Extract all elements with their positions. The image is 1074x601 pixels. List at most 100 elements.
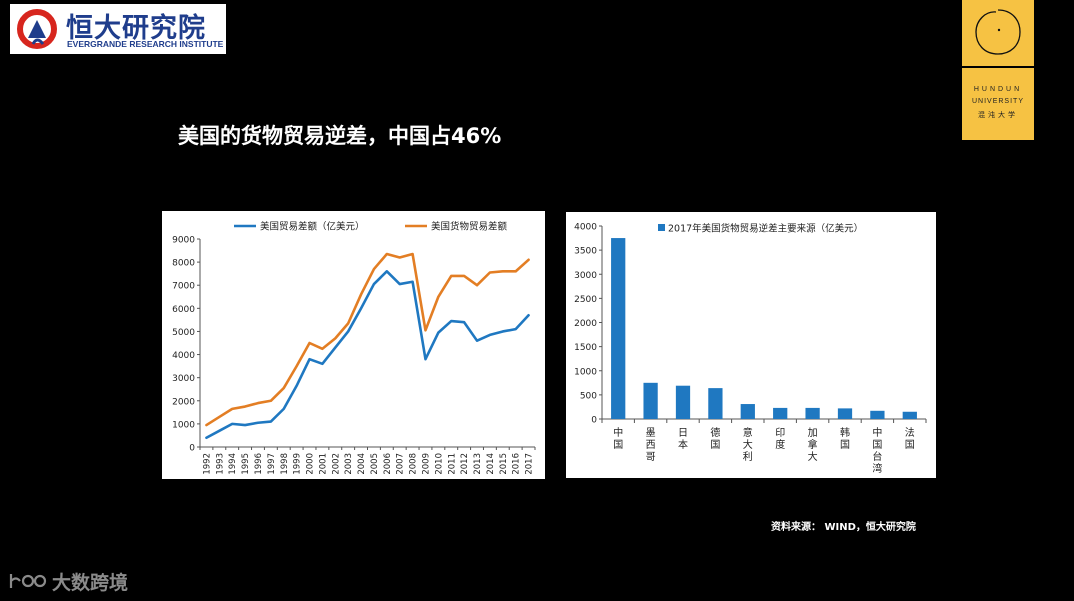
x-tick-label-char: 湾 [872,462,882,475]
hundun-divider [962,66,1034,68]
bar-7 [805,407,820,419]
logo-name-en: EVERGRANDE RESEARCH INSTITUTE [67,39,224,49]
x-tick-label: 日本 [678,428,688,451]
bar-5 [740,404,755,419]
y-tick-label: 2000 [574,319,597,329]
logo-name-cn: 恒大研究院 [66,13,206,44]
x-tick-label: 中国台湾 [872,426,882,475]
bar-6 [773,407,788,419]
hundun-line2: UNIVERSITY [971,98,1024,105]
y-tick-label: 9000 [172,236,195,246]
x-tick-label: 加拿大 [808,427,818,463]
legend-swatch [658,224,665,231]
x-tick-label-char: 拿 [808,438,818,451]
y-tick-label: 0 [591,416,597,426]
x-tick-label: 2010 [434,453,444,475]
x-tick-label: 2009 [421,453,431,475]
series-line-1 [205,270,530,440]
x-tick-label: 墨西哥 [646,427,656,463]
x-tick-label: 2005 [370,453,380,475]
x-tick-label-char: 台 [872,450,882,463]
line-chart-panel: 0 1000 2000 3000 4000 5000 6000 7000 8000 9000 199… [162,211,545,479]
x-tick-label: 2007 [396,453,406,475]
x-tick-label: 1996 [254,453,264,475]
x-tick-label: 1994 [228,453,238,475]
x-tick-label-char: 度 [775,438,785,451]
y-tick-label: 5000 [172,328,195,338]
x-tick-label-char: 墨 [646,427,656,439]
x-tick-label-char: 大 [808,450,818,463]
x-tick-label: 1992 [202,453,212,475]
y-tick-label: 4000 [172,351,195,361]
x-tick-label: 1997 [267,453,277,475]
x-tick-label-char: 大 [743,438,753,451]
hundun-line1: HUNDUN [973,86,1023,93]
x-tick-label: 2014 [486,453,496,475]
y-tick-label: 1500 [574,343,597,353]
x-tick-label-char: 国 [613,439,623,451]
x-tick-label: 2016 [512,453,522,475]
x-tick-label: 2015 [499,453,509,475]
watermark-text: 大数跨境 [52,571,129,594]
x-tick-label-char: 法 [905,426,915,439]
x-tick-label-char: 德 [710,426,720,439]
y-tick-label: 3500 [574,247,597,257]
bar-chart-panel: 0 500 1000 1500 2000 2500 3000 3500 4000 中国 墨西哥 日本德… [566,212,936,478]
x-tick-label-char: 中 [872,426,882,439]
source-note: 资料来源： WIND，恒大研究院 [771,522,916,533]
x-tick-label: 2006 [383,453,393,475]
y-tick-label: 1000 [574,367,597,377]
watermark-logo-icon [9,574,47,588]
x-tick-label: 2001 [318,453,328,475]
x-tick-label-char: 本 [678,438,688,451]
x-tick-label: 2004 [357,453,367,475]
y-tick-label: 4000 [574,223,597,233]
hundun-circle-icon [975,9,1021,55]
y-tick-label: 1000 [172,420,195,430]
x-tick-label-char: 意 [743,426,753,439]
y-tick-label: 6000 [172,305,195,315]
x-tick-label: 2013 [473,453,483,475]
x-tick-label-char: 印 [775,427,785,439]
hundun-badge: HUNDUN UNIVERSITY 混沌大学 [962,0,1034,140]
y-tick-label: 0 [189,444,195,454]
x-tick-label-char: 加 [808,427,818,439]
x-tick-label-char: 利 [743,451,753,463]
bar-2 [643,382,658,419]
x-tick-label-char: 韩 [840,426,850,439]
x-tick-label: 1998 [280,453,290,475]
x-tick-label: 意大利 [743,426,753,463]
y-tick-label: 7000 [172,282,195,292]
legend-label-2: 美国货物贸易差额 [431,221,508,233]
x-tick-label: 1995 [241,453,251,475]
x-tick-label-char: 国 [872,439,882,451]
x-tick-label: 2012 [460,453,470,475]
x-tick-label: 中国 [613,426,623,451]
y-tick-label: 2500 [574,295,597,305]
x-tick-label: 1999 [293,453,303,475]
bar-9 [870,410,885,419]
x-tick-label: 2000 [306,453,316,475]
x-tick-label: 法国 [905,426,915,451]
evergrande-logo-icon [17,9,57,49]
legend-label: 2017年美国货物贸易逆差主要来源（亿美元） [668,223,863,235]
x-tick-label-char: 日 [678,428,688,439]
x-tick-label-char: 国 [710,439,720,451]
line-chart: 0 1000 2000 3000 4000 5000 6000 7000 8000 9000 199… [172,221,536,475]
x-tick-label-char: 中 [613,426,623,439]
y-tick-label: 3000 [574,271,597,281]
x-tick-label: 1993 [215,453,225,475]
x-tick-label-char: 哥 [646,451,656,463]
x-tick-label: 印度 [775,427,785,451]
x-tick-label: 2011 [447,453,457,475]
bar-1 [611,238,626,419]
x-tick-label: 2003 [344,453,354,475]
x-tick-label: 2017 [525,453,535,475]
slide-title: 美国的货物贸易逆差，中国占46% [178,124,502,148]
x-tick-label: 2008 [409,453,419,475]
y-tick-label: 3000 [172,374,195,384]
x-tick-label: 德国 [710,426,720,451]
bar-4 [708,388,723,419]
y-tick-label: 8000 [172,259,195,269]
y-tick-label: 2000 [172,397,195,407]
